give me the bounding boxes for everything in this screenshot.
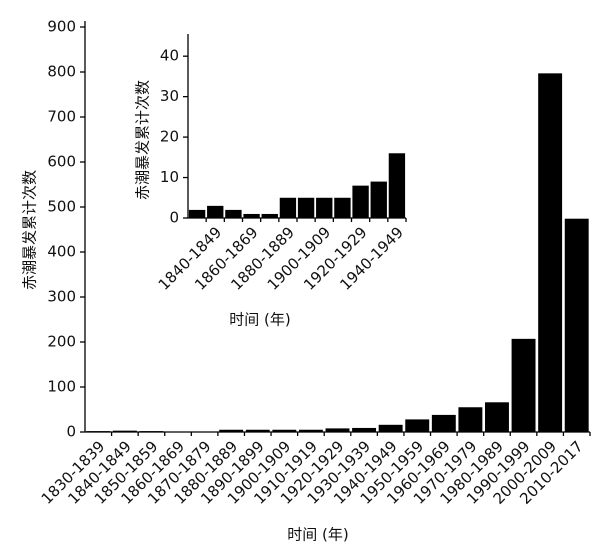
- bar: [511, 338, 536, 432]
- bar: [334, 197, 351, 218]
- bar: [207, 205, 224, 218]
- y-tick-label: 40: [160, 47, 179, 65]
- bar: [188, 209, 206, 218]
- y-tick-label: 600: [47, 153, 76, 171]
- bar: [485, 402, 509, 432]
- bar: [564, 218, 589, 432]
- y-tick-label: 700: [47, 108, 76, 126]
- y-tick-label: 400: [47, 243, 76, 261]
- bar: [538, 73, 563, 432]
- bar: [297, 197, 315, 218]
- bar: [261, 213, 278, 218]
- y-tick-label: 900: [47, 18, 76, 36]
- y-axis-label: 赤潮暴发累计次数: [134, 80, 152, 200]
- bar: [388, 153, 406, 218]
- bar: [245, 429, 270, 432]
- y-tick-label: 30: [160, 87, 179, 105]
- bar: [378, 424, 403, 432]
- bar: [316, 197, 333, 218]
- y-tick-label: 0: [169, 209, 179, 227]
- y-tick-label: 800: [47, 63, 76, 81]
- bar: [458, 407, 483, 432]
- y-tick-label: 300: [47, 288, 76, 306]
- x-axis-label: 时间 (年): [229, 311, 290, 329]
- x-axis-label: 时间 (年): [287, 526, 348, 544]
- bar: [139, 431, 164, 432]
- bar: [405, 419, 430, 432]
- bar: [370, 181, 387, 218]
- y-tick-label: 20: [160, 128, 179, 146]
- bar: [325, 428, 350, 432]
- y-tick-label: 500: [47, 198, 76, 216]
- bar: [352, 185, 369, 218]
- y-tick-label: 200: [47, 333, 76, 351]
- y-tick-label: 100: [47, 378, 76, 396]
- bar: [225, 209, 242, 218]
- bar: [272, 429, 297, 432]
- bar: [86, 431, 111, 432]
- bar: [243, 213, 260, 218]
- bar: [112, 430, 137, 432]
- y-tick-label: 10: [160, 168, 179, 186]
- bar: [219, 429, 244, 432]
- bar: [352, 427, 377, 432]
- bar: [298, 429, 323, 432]
- bar: [431, 414, 456, 432]
- y-axis-label: 赤潮暴发累计次数: [21, 170, 39, 290]
- bar: [279, 197, 297, 218]
- y-tick-label: 0: [66, 423, 76, 441]
